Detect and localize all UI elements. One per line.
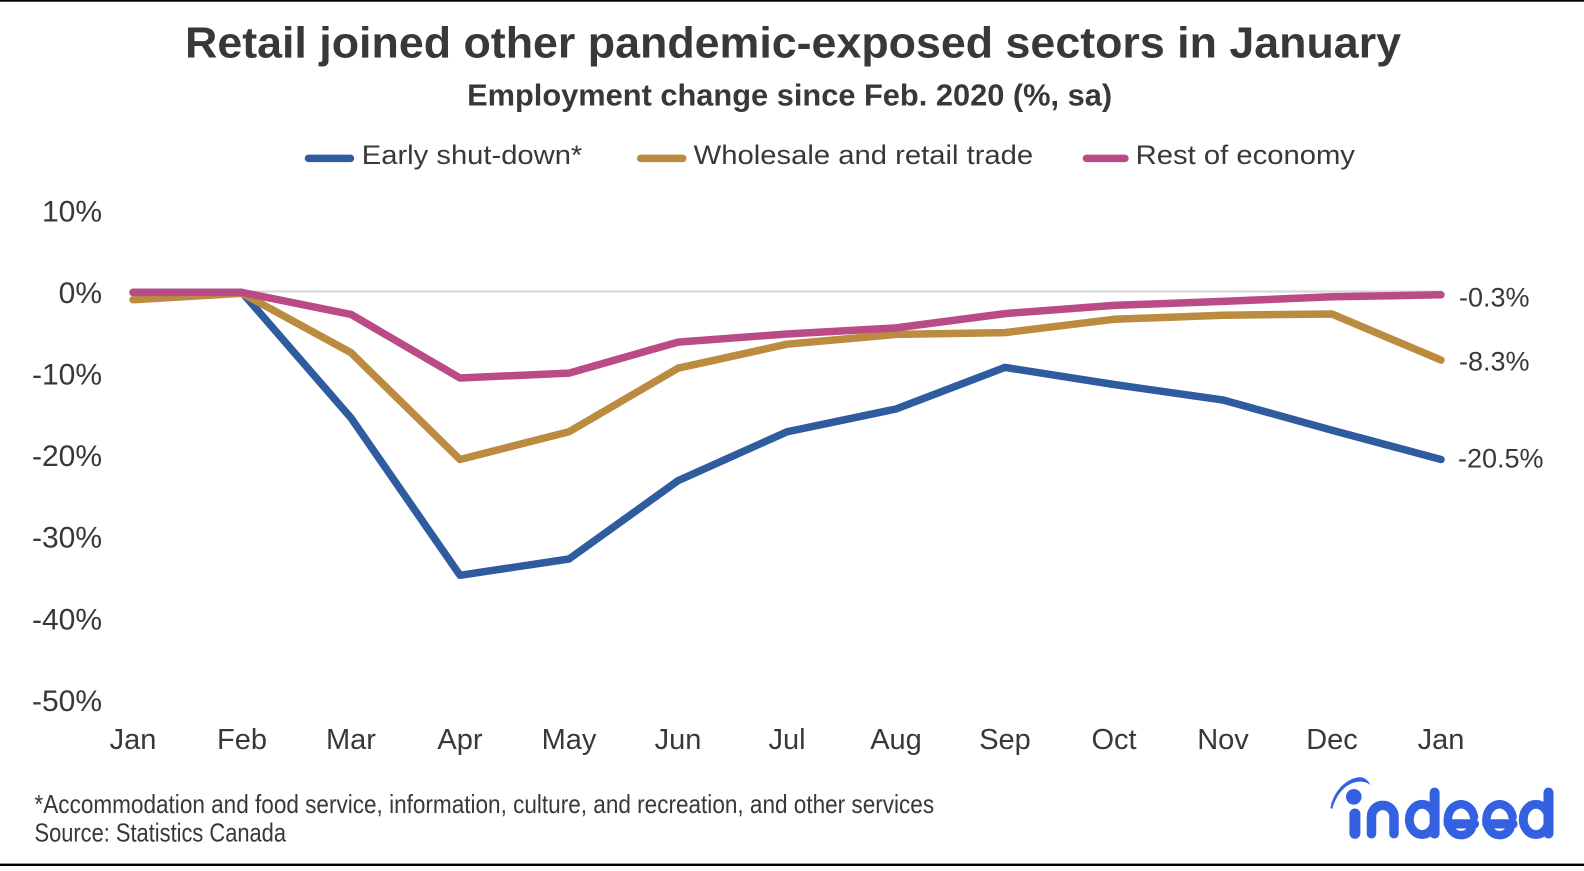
svg-text:Jan: Jan: [1418, 724, 1465, 756]
svg-text:-8.3%: -8.3%: [1459, 347, 1530, 377]
svg-text:10%: 10%: [42, 195, 102, 228]
svg-text:Feb: Feb: [217, 724, 267, 756]
svg-text:Oct: Oct: [1091, 724, 1136, 756]
svg-text:Mar: Mar: [326, 724, 376, 756]
svg-text:Sep: Sep: [979, 724, 1031, 756]
svg-text:-20.5%: -20.5%: [1458, 443, 1544, 473]
svg-text:0%: 0%: [59, 277, 102, 310]
svg-text:-30%: -30%: [32, 522, 102, 555]
svg-text:-40%: -40%: [32, 603, 102, 636]
svg-text:Retail joined other pandemic-e: Retail joined other pandemic-exposed sec…: [185, 19, 1402, 68]
svg-text:Source: Statistics Canada: Source: Statistics Canada: [35, 817, 287, 847]
svg-text:Jan: Jan: [110, 724, 157, 756]
svg-text:Rest of economy: Rest of economy: [1136, 140, 1356, 170]
svg-text:Nov: Nov: [1197, 724, 1249, 756]
svg-text:-20%: -20%: [32, 440, 102, 473]
svg-text:-0.3%: -0.3%: [1459, 283, 1530, 313]
svg-text:Wholesale and retail trade: Wholesale and retail trade: [694, 140, 1033, 170]
svg-text:May: May: [542, 724, 597, 756]
svg-text:Jul: Jul: [768, 724, 805, 756]
svg-text:Jun: Jun: [655, 724, 702, 756]
svg-text:Apr: Apr: [437, 724, 482, 756]
svg-text:Early shut-down*: Early shut-down*: [362, 140, 583, 170]
svg-text:Aug: Aug: [870, 724, 922, 756]
svg-text:-10%: -10%: [32, 359, 102, 392]
svg-text:-50%: -50%: [32, 685, 102, 718]
svg-text:*Accommodation and food servic: *Accommodation and food service, informa…: [35, 789, 935, 819]
svg-text:Employment change since Feb. 2: Employment change since Feb. 2020 (%, sa…: [467, 79, 1112, 113]
svg-text:Dec: Dec: [1306, 724, 1358, 756]
